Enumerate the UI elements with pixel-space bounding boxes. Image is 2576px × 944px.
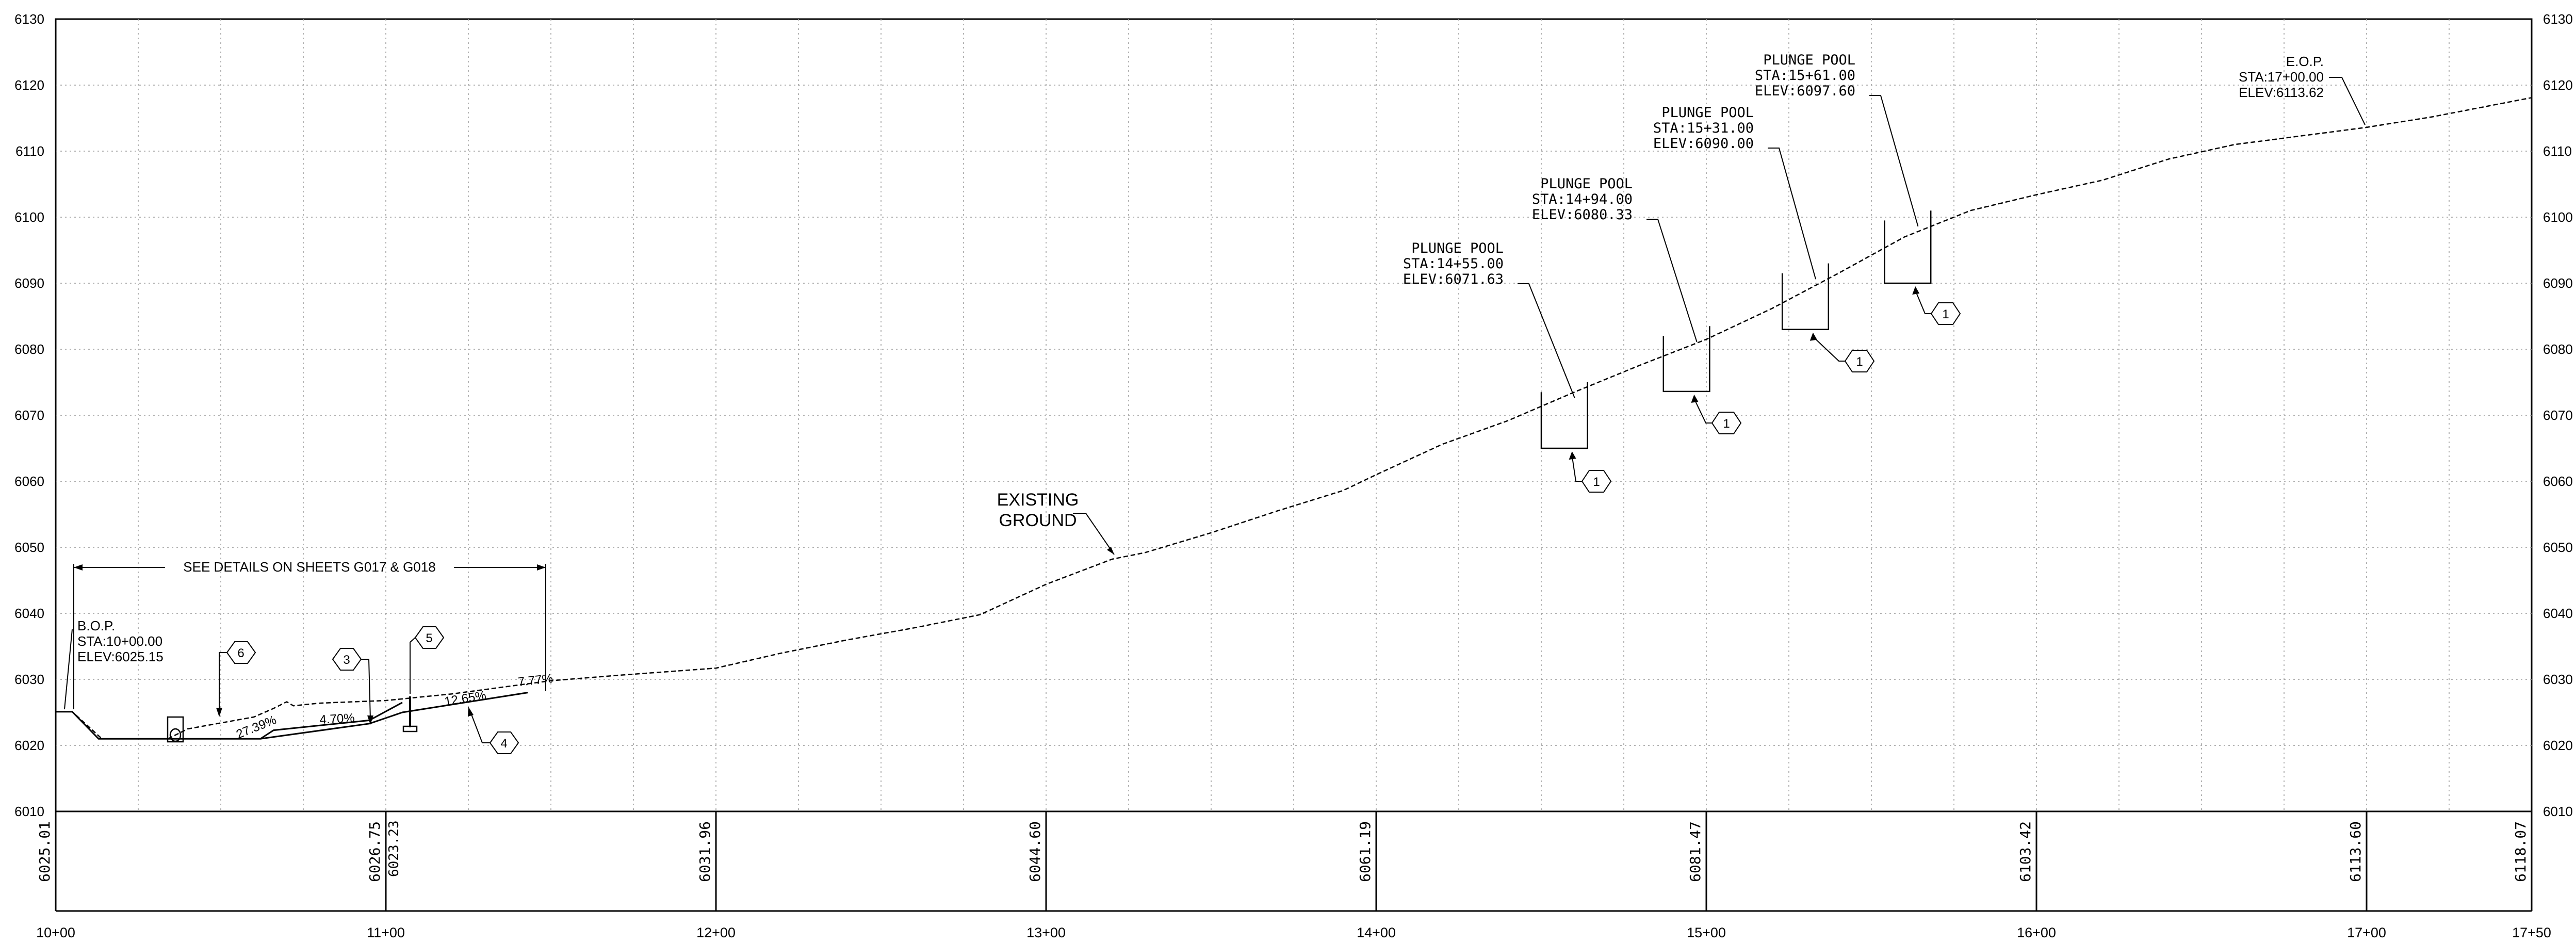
y-tick-left: 6090	[14, 275, 44, 291]
svg-text:EXISTING: EXISTING	[997, 490, 1079, 510]
svg-text:PLUNGE POOL: PLUNGE POOL	[1411, 240, 1504, 256]
slope-label-4: 7.77%	[517, 672, 554, 689]
y-tick-right: 6080	[2543, 341, 2573, 357]
y-tick-right: 6110	[2543, 143, 2572, 159]
y-tick-right: 6090	[2543, 275, 2573, 291]
callout-6: 6	[216, 641, 256, 717]
culvert-icon	[169, 728, 182, 742]
svg-text:3: 3	[343, 653, 350, 667]
svg-text:ELEV:6090.00: ELEV:6090.00	[1653, 136, 1754, 152]
y-tick-left: 6100	[14, 209, 44, 225]
bop-label: B.O.P. STA:10+00.00 ELEV:6025.15	[64, 618, 164, 710]
svg-text:STA:14+94.00: STA:14+94.00	[1532, 191, 1633, 207]
y-tick-left: 6020	[14, 738, 44, 753]
band-elev: 6061.19	[1357, 821, 1374, 882]
callout-5: 5	[410, 626, 445, 694]
callout-4: 4	[468, 707, 519, 754]
station-tick: 16+00	[2017, 925, 2056, 940]
svg-text:PLUNGE POOL: PLUNGE POOL	[1661, 105, 1754, 121]
y-tick-left: 6060	[14, 474, 44, 489]
eop-label: E.O.P. STA:17+00.00 ELEV:6113.62	[2239, 54, 2366, 125]
y-tick-left: 6080	[14, 341, 44, 357]
y-tick-left: 6050	[14, 540, 44, 555]
y-tick-right: 6040	[2543, 606, 2573, 621]
svg-text:1: 1	[1942, 307, 1949, 321]
y-tick-left: 6120	[14, 77, 44, 93]
proposed-channel-line	[259, 702, 403, 740]
station-tick: 15+00	[1687, 925, 1726, 940]
svg-text:ELEV:6097.60: ELEV:6097.60	[1755, 83, 1855, 99]
station-tick: 13+00	[1026, 925, 1066, 940]
band-elev: 6081.47	[1687, 821, 1704, 882]
y-tick-left: 6010	[14, 804, 44, 819]
svg-text:PLUNGE POOL: PLUNGE POOL	[1763, 52, 1855, 68]
station-tick: 17+50	[2512, 925, 2551, 940]
svg-text:STA:17+00.00: STA:17+00.00	[2239, 69, 2324, 85]
station-tick: 12+00	[696, 925, 736, 940]
band-elev-secondary: 6023.23	[386, 820, 402, 877]
svg-text:1: 1	[1856, 355, 1863, 369]
details-note: SEE DETAILS ON SHEETS G017 & G018	[183, 559, 435, 575]
band-elev: 6103.42	[2017, 821, 2034, 882]
existing-ground-label: EXISTING GROUND	[997, 490, 1115, 555]
svg-text:E.O.P.: E.O.P.	[2286, 54, 2324, 69]
svg-text:ELEV:6080.33: ELEV:6080.33	[1532, 207, 1633, 223]
svg-text:STA:15+31.00: STA:15+31.00	[1653, 120, 1754, 136]
y-tick-right: 6100	[2543, 209, 2573, 225]
svg-text:ELEV:6113.62: ELEV:6113.62	[2239, 85, 2324, 100]
axis-labels: 6010 6010 6020 6020 6030 6030 6040 6040 6050 6050…	[14, 11, 2573, 940]
y-tick-right: 6120	[2543, 77, 2573, 93]
svg-text:1: 1	[1593, 475, 1600, 489]
y-tick-right: 6010	[2543, 804, 2573, 819]
station-tick: 11+00	[367, 925, 405, 940]
svg-text:STA:14+55.00: STA:14+55.00	[1403, 256, 1504, 272]
existing-ground-line	[56, 97, 2532, 740]
svg-text:5: 5	[426, 631, 432, 645]
band-elev: 6026.75	[366, 821, 383, 882]
elevation-band: 6025.01 6026.75 6023.23 6031.96 6044.60 6061.…	[36, 811, 2533, 911]
callout-3: 3	[332, 648, 373, 725]
y-tick-right: 6030	[2543, 672, 2573, 687]
band-elev: 6113.60	[2347, 821, 2364, 882]
y-tick-right: 6060	[2543, 474, 2573, 489]
svg-text:ELEV:6025.15: ELEV:6025.15	[77, 649, 164, 664]
svg-text:GROUND: GROUND	[999, 511, 1077, 530]
slope-label-3: 12.65%	[444, 689, 487, 709]
y-tick-left: 6030	[14, 672, 44, 687]
svg-text:B.O.P.: B.O.P.	[77, 618, 115, 633]
y-tick-right: 6050	[2543, 540, 2573, 555]
band-elev: 6031.96	[696, 821, 713, 882]
svg-text:1: 1	[1723, 417, 1730, 431]
y-tick-right: 6130	[2543, 11, 2573, 27]
svg-text:6: 6	[237, 646, 244, 660]
band-elev: 6044.60	[1026, 821, 1044, 882]
y-tick-left: 6130	[14, 11, 44, 27]
band-elev: 6118.07	[2512, 821, 2529, 882]
slope-label-2: 4.70%	[319, 711, 355, 727]
svg-text:PLUNGE POOL: PLUNGE POOL	[1540, 176, 1633, 192]
y-tick-left: 6040	[14, 606, 44, 621]
station-tick: 10+00	[36, 925, 75, 940]
station-tick: 17+00	[2347, 925, 2386, 940]
station-tick: 14+00	[1357, 925, 1396, 940]
svg-text:ELEV:6071.63: ELEV:6071.63	[1403, 271, 1504, 287]
svg-text:STA:10+00.00: STA:10+00.00	[77, 633, 162, 649]
y-tick-right: 6020	[2543, 738, 2573, 753]
drop-structure-base	[402, 725, 418, 733]
svg-text:STA:15+61.00: STA:15+61.00	[1755, 68, 1855, 84]
y-tick-left: 6110	[15, 143, 44, 159]
svg-text:4: 4	[500, 737, 507, 751]
grid	[56, 19, 2532, 811]
band-elev: 6025.01	[36, 821, 53, 882]
plunge-pools: PLUNGE POOLSTA:14+55.00ELEV:6071.631PLUN…	[1403, 52, 1961, 493]
y-tick-left: 6070	[14, 408, 44, 423]
details-dimension: SEE DETAILS ON SHEETS G017 & G018	[73, 559, 546, 709]
y-tick-right: 6070	[2543, 408, 2573, 423]
